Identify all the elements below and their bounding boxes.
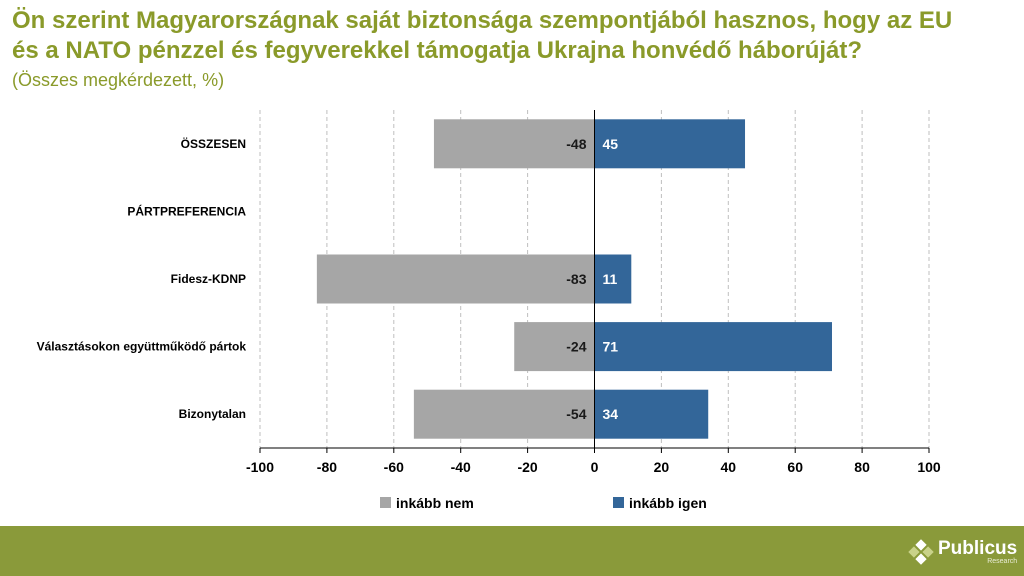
bar-inkabb-nem: [433, 119, 595, 169]
data-label: -48: [566, 136, 586, 152]
legend-swatch-inkabb-nem: [380, 497, 391, 508]
category-label: PÁRTPREFERENCIA: [127, 203, 246, 218]
x-tick-label: 100: [917, 459, 941, 475]
x-tick-label: 20: [654, 459, 670, 475]
bar-inkabb-nem: [514, 322, 595, 372]
data-label: 34: [603, 406, 619, 422]
x-tick-label: 0: [591, 459, 599, 475]
data-label: 45: [603, 136, 619, 152]
x-tick-label: 80: [854, 459, 870, 475]
x-tick-label: 40: [721, 459, 737, 475]
category-label: Fidesz-KDNP: [171, 272, 246, 286]
chart-subtitle: (Összes megkérdezett, %): [12, 70, 225, 90]
publicus-logo: Publicus Research: [908, 530, 1018, 574]
bar-inkabb-nem: [413, 389, 595, 439]
x-tick-label: -40: [451, 459, 471, 475]
x-tick-label: 60: [787, 459, 803, 475]
x-tick-label: -20: [517, 459, 537, 475]
category-label: Bizonytalan: [179, 407, 246, 421]
data-label: -83: [566, 271, 586, 287]
bar-inkabb-igen: [594, 389, 709, 439]
bar-inkabb-igen: [594, 254, 632, 304]
legend-label-inkabb-nem: inkább nem: [396, 495, 474, 511]
bar-inkabb-igen: [594, 322, 832, 372]
x-tick-label: -60: [384, 459, 404, 475]
title-line-2: és a NATO pénzzel és fegyverekkel támoga…: [12, 37, 863, 64]
x-tick-label: -100: [246, 459, 274, 475]
x-tick-label: -80: [317, 459, 337, 475]
data-label: -54: [566, 406, 586, 422]
title-line-1: Ön szerint Magyarországnak saját biztons…: [12, 7, 953, 34]
bar-inkabb-igen: [594, 119, 746, 169]
logo-name: Publicus: [938, 538, 1018, 559]
chart-title: Ön szerint Magyarországnak saját biztons…: [12, 6, 1012, 66]
legend-label-inkabb-igen: inkább igen: [629, 495, 707, 511]
logo-mark-icon: [908, 539, 934, 565]
legend-swatch-inkabb-igen: [613, 497, 624, 508]
data-label: 71: [603, 339, 619, 355]
data-label: -24: [566, 339, 586, 355]
footer-bar: [0, 526, 1024, 576]
data-label: 11: [603, 271, 618, 287]
logo-sub: Research: [987, 558, 1018, 565]
category-label: ÖSSZESEN: [181, 136, 246, 151]
category-label: Választásokon együttműködő pártok: [37, 340, 247, 354]
bar-inkabb-nem: [316, 254, 595, 304]
